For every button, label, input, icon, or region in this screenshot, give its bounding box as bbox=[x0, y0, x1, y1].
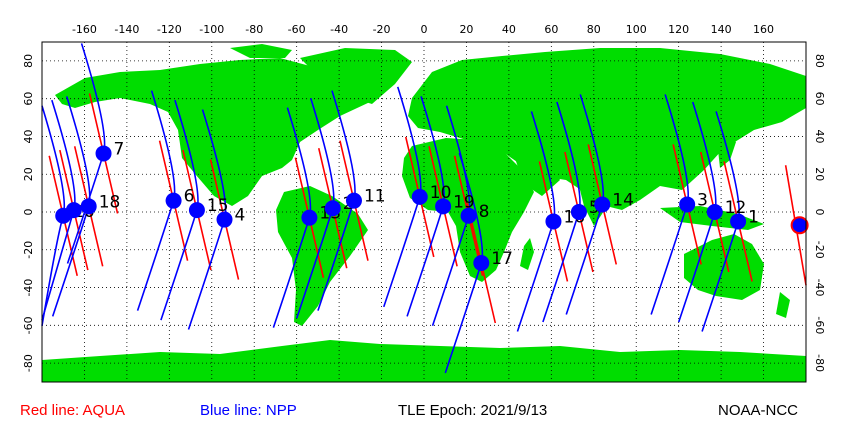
satellite-marker-label: 17 bbox=[491, 249, 513, 269]
lat-tick-label-right: 20 bbox=[813, 167, 826, 181]
lon-tick-label-top: 80 bbox=[587, 23, 601, 36]
madagascar-land bbox=[520, 238, 534, 270]
satellite-marker bbox=[216, 211, 233, 228]
satellite-marker bbox=[790, 216, 809, 235]
map-frame bbox=[41, 41, 807, 383]
lat-tick-label-left: 40 bbox=[22, 129, 35, 143]
satellite-marker bbox=[301, 209, 318, 226]
lat-tick-label-left: 0 bbox=[22, 209, 35, 216]
lon-tick-label-top: 140 bbox=[711, 23, 732, 36]
satellite-marker-label: 11 bbox=[364, 187, 386, 207]
satellite-marker bbox=[679, 196, 696, 213]
satellite-marker-label: 12 bbox=[725, 198, 747, 218]
satellite-marker-label: 15 bbox=[207, 196, 229, 216]
lon-tick-label-top: 100 bbox=[626, 23, 647, 36]
satellite-marker bbox=[545, 213, 562, 230]
japan-land bbox=[718, 136, 736, 168]
lon-tick-label-top: -60 bbox=[288, 23, 306, 36]
satellite-markers: 2091876154132111019817165143121 bbox=[55, 139, 809, 271]
lon-tick-label-top: -20 bbox=[373, 23, 391, 36]
satellite-marker-label: 4 bbox=[235, 206, 246, 226]
satellite-marker-label: 18 bbox=[99, 192, 121, 212]
satellite-marker bbox=[95, 145, 112, 162]
lat-tick-label-right: -40 bbox=[813, 279, 826, 297]
satellite-marker bbox=[570, 204, 587, 220]
credit-label: NOAA-NCC bbox=[718, 402, 799, 419]
antarctica-land bbox=[42, 340, 806, 382]
axis-ticks: -160 -140 -120 -100 -80 -60 -40 -20 0 20 40 60 80 100… bbox=[22, 23, 826, 372]
lat-tick-label-right: -80 bbox=[813, 354, 826, 372]
lat-tick-label-left: -60 bbox=[22, 316, 35, 334]
satellite-marker bbox=[435, 198, 452, 215]
satellite-marker bbox=[473, 255, 490, 271]
eurasia-land bbox=[408, 48, 806, 210]
lon-tick-label-top: 160 bbox=[753, 23, 774, 36]
south-america-land bbox=[276, 186, 368, 326]
lon-tick-label-top: -160 bbox=[72, 23, 97, 36]
lat-tick-label-left: -80 bbox=[22, 354, 35, 372]
satellite-marker-label: 10 bbox=[430, 183, 452, 203]
satellite-marker bbox=[594, 196, 611, 213]
lat-tick-label-left: 60 bbox=[22, 92, 35, 106]
satellite-marker bbox=[460, 207, 477, 224]
canadian-arctic-land bbox=[230, 44, 292, 58]
graticule bbox=[42, 42, 806, 382]
lat-tick-label-right: 40 bbox=[813, 129, 826, 143]
lon-tick-label-top: -40 bbox=[330, 23, 348, 36]
lon-tick-label-top: 40 bbox=[502, 23, 516, 36]
lat-tick-label-left: -20 bbox=[22, 241, 35, 259]
lat-tick-label-right: 0 bbox=[813, 209, 826, 216]
new-zealand-land bbox=[776, 292, 790, 318]
satellite-marker-label: 14 bbox=[612, 190, 634, 210]
satellite-marker-label: 6 bbox=[184, 187, 195, 207]
lon-tick-label-top: 20 bbox=[459, 23, 473, 36]
satellite-marker bbox=[730, 213, 747, 230]
lon-tick-label-top: 120 bbox=[668, 23, 689, 36]
lat-tick-label-left: -40 bbox=[22, 279, 35, 297]
lon-tick-label-top: 60 bbox=[544, 23, 558, 36]
satellite-marker bbox=[65, 202, 82, 219]
land-masses bbox=[42, 44, 806, 382]
satellite-marker bbox=[324, 200, 341, 217]
tle-epoch: TLE Epoch: 2021/9/13 bbox=[398, 402, 548, 419]
lon-tick-label-top: -80 bbox=[245, 23, 263, 36]
lat-tick-label-right: 80 bbox=[813, 54, 826, 68]
satellite-marker-label: 7 bbox=[114, 139, 125, 159]
greenland-land bbox=[300, 48, 412, 104]
npp-legend: Blue line: NPP bbox=[200, 402, 297, 419]
satellite-marker-label: 8 bbox=[479, 202, 490, 222]
lon-tick-label-top: -120 bbox=[157, 23, 182, 36]
lat-tick-label-right: -20 bbox=[813, 241, 826, 259]
lon-tick-label-top: -140 bbox=[114, 23, 139, 36]
north-america-land bbox=[55, 58, 370, 206]
satellite-marker bbox=[345, 192, 362, 209]
lon-tick-label-top: 0 bbox=[421, 23, 428, 36]
satellite-marker bbox=[80, 198, 97, 215]
lat-tick-label-left: 80 bbox=[22, 54, 35, 68]
aqua-legend: Red line: AQUA bbox=[20, 402, 126, 419]
lat-tick-label-left: 20 bbox=[22, 167, 35, 181]
satellite-marker bbox=[188, 202, 205, 219]
arabia-land bbox=[512, 150, 560, 196]
lat-tick-label-right: -60 bbox=[813, 316, 826, 334]
lon-tick-label-top: -100 bbox=[199, 23, 224, 36]
satellite-marker bbox=[706, 204, 723, 220]
satellite-marker bbox=[165, 192, 182, 209]
satellite-marker-label: 19 bbox=[453, 192, 475, 212]
lat-tick-label-right: 60 bbox=[813, 92, 826, 106]
satellite-marker-label: 5 bbox=[589, 198, 600, 218]
satellite-marker-label: 3 bbox=[697, 190, 708, 210]
satellite-marker-label: 1 bbox=[748, 207, 759, 227]
satellite-marker bbox=[411, 188, 428, 205]
